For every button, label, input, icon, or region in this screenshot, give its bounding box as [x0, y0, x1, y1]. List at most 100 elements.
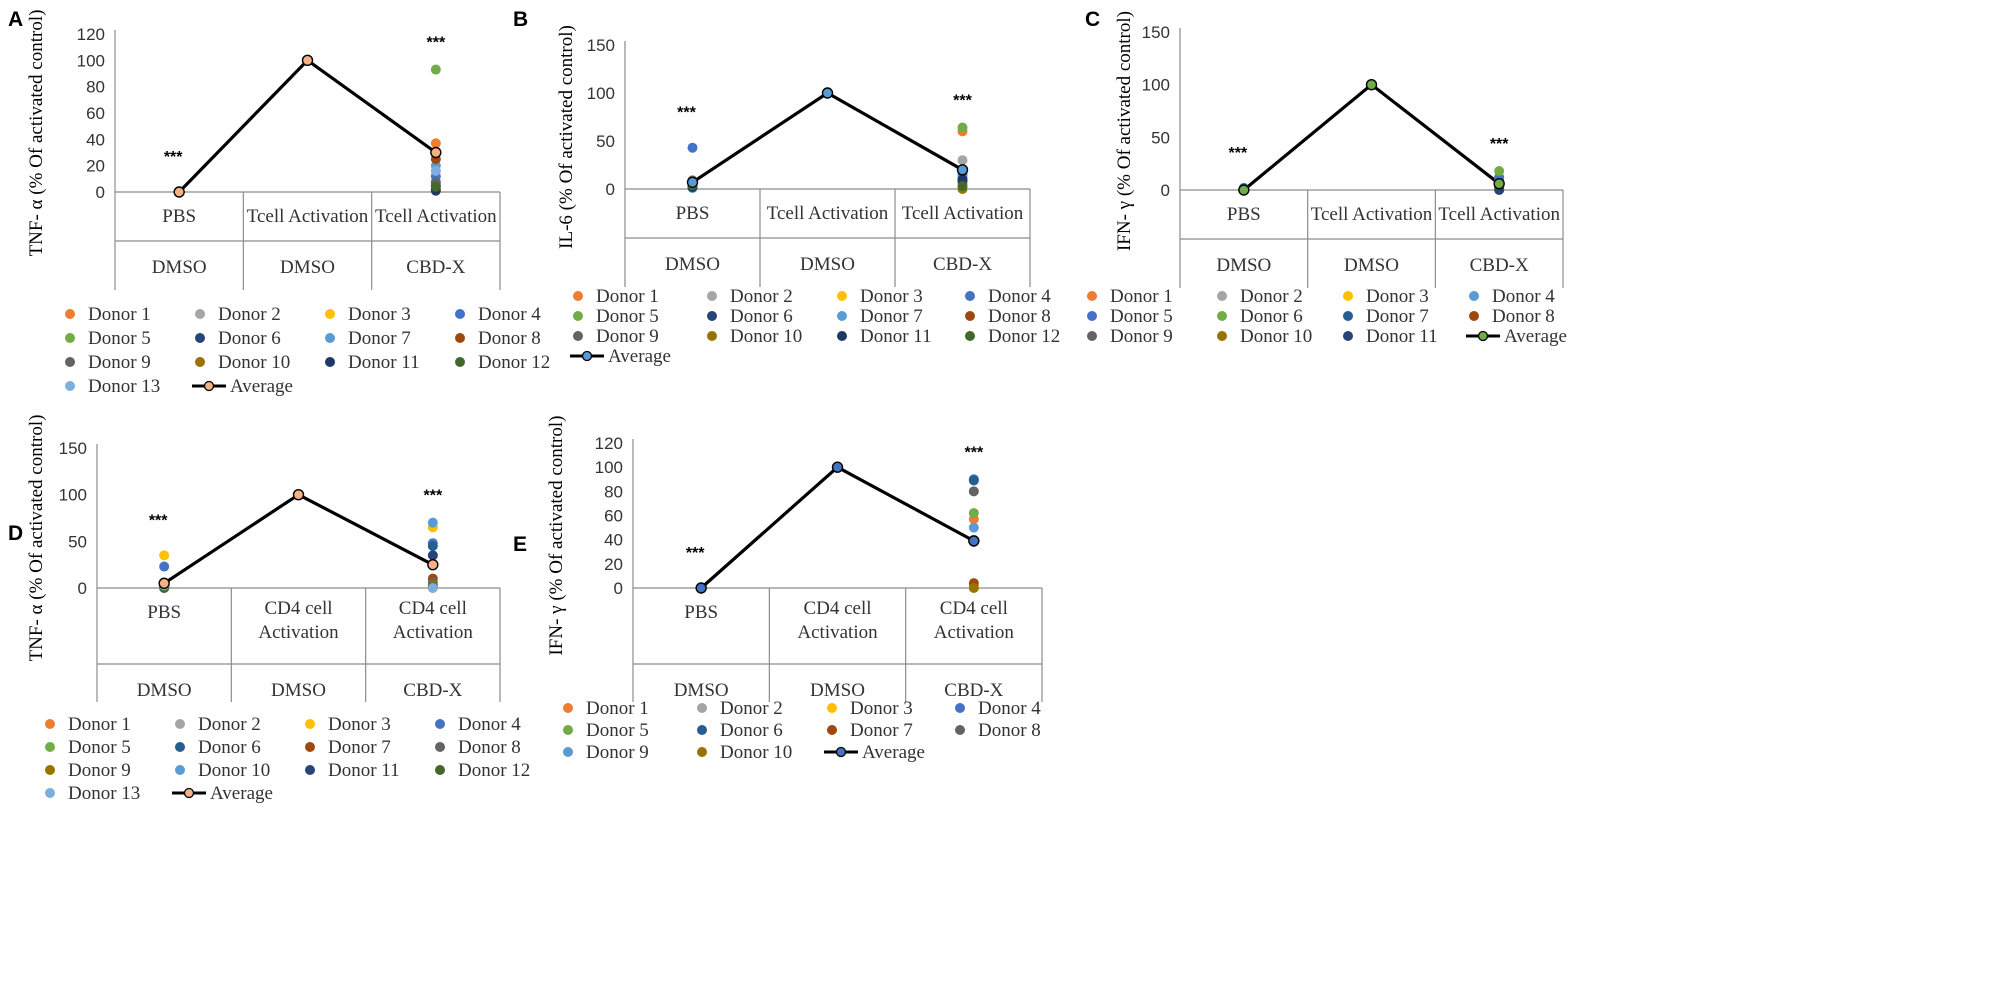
- legend-label: Donor 10: [1240, 326, 1312, 347]
- legend-marker: [1087, 291, 1097, 301]
- legend-label: Donor 8: [478, 328, 541, 349]
- legend-label: Donor 2: [1240, 286, 1303, 307]
- group-label: CBD-X: [406, 257, 465, 278]
- legend-label: Donor 12: [458, 760, 530, 781]
- group-label: CBD-X: [944, 680, 1003, 701]
- average-point: [427, 558, 439, 571]
- legend-label: Donor 5: [596, 306, 659, 327]
- legend-label: Donor 3: [850, 698, 913, 719]
- legend-label: Donor 5: [88, 328, 151, 349]
- donor-point: [957, 155, 968, 166]
- legend-label: Donor 2: [218, 304, 281, 325]
- legend-average-marker: [835, 746, 847, 758]
- donor-point: [968, 508, 979, 519]
- legend-marker: [697, 747, 707, 757]
- y-tick-label: 150: [59, 439, 87, 458]
- significance-marker: ***: [1490, 136, 1509, 153]
- category-label: CD4 cell: [399, 598, 467, 619]
- legend-marker: [1343, 331, 1353, 341]
- group-label: CBD-X: [403, 680, 462, 701]
- legend-marker: [955, 725, 965, 735]
- y-tick-label: 100: [595, 458, 623, 477]
- legend-marker: [573, 331, 583, 341]
- y-tick-label: 120: [595, 434, 623, 453]
- legend-marker: [697, 703, 707, 713]
- legend-label: Donor 5: [586, 720, 649, 741]
- legend-marker: [837, 311, 847, 321]
- y-axis-label: IFN- γ (% Of activated control): [1114, 11, 1135, 251]
- category-label: PBS: [147, 602, 181, 623]
- legend-marker: [965, 311, 975, 321]
- panel-a: A TNF- α (% Of activated control) 0 20 40 60 8…: [8, 8, 550, 397]
- group-label: DMSO: [271, 680, 326, 701]
- group-label: DMSO: [674, 680, 729, 701]
- y-tick-label: 150: [1142, 23, 1170, 42]
- legend-label: Donor 6: [730, 306, 793, 327]
- category-label: CD4 cell: [264, 598, 332, 619]
- donor-point: [427, 541, 438, 551]
- significance-marker: ***: [686, 545, 705, 562]
- average-line: [178, 58, 437, 194]
- legend-label: Donor 13: [88, 376, 160, 397]
- panel-e: E IFN- γ (% Of activated control) 0 20 40 60 8…: [513, 415, 1043, 763]
- legend-label: Donor 8: [988, 306, 1051, 327]
- legend-marker: [435, 742, 445, 752]
- average-point: [301, 54, 314, 67]
- panel-b: B IL-6 (% Of activated control) 0 50 100 150 P…: [513, 8, 1060, 367]
- category-label: PBS: [1227, 204, 1261, 225]
- legend-label: Donor 9: [88, 352, 151, 373]
- y-tick-label: 20: [604, 555, 623, 574]
- y-tick-label: 0: [606, 180, 615, 199]
- legend-marker: [697, 725, 707, 735]
- legend-label: Donor 10: [720, 742, 792, 763]
- category-label: Tcell Activation: [247, 206, 369, 227]
- y-tick-label: 80: [86, 78, 105, 97]
- legend-marker: [435, 719, 445, 729]
- legend-label: Donor 10: [218, 352, 290, 373]
- legend-marker: [45, 719, 55, 729]
- donor-point: [968, 486, 979, 497]
- legend-label: Donor 4: [458, 714, 521, 735]
- y-axis-label: IFN- γ (% Of activated control): [546, 415, 567, 655]
- legend-label: Donor 2: [730, 286, 793, 307]
- legend-marker: [1343, 291, 1353, 301]
- legend-label: Donor 6: [218, 328, 281, 349]
- y-tick-label: 100: [59, 486, 87, 505]
- panel-c: C IFN- γ (% Of activated control) 0 50 100 15…: [1085, 8, 1567, 347]
- y-tick-label: 0: [96, 183, 105, 202]
- legend-label: Donor 4: [478, 304, 541, 325]
- legend-label: Donor 13: [68, 783, 140, 804]
- donor-point: [957, 181, 968, 192]
- legend-label: Donor 1: [596, 286, 659, 307]
- legend-marker: [65, 309, 75, 319]
- average-line: [1242, 82, 1501, 192]
- average-point: [292, 488, 305, 501]
- category-label: PBS: [162, 206, 196, 227]
- donor-point: [159, 561, 170, 572]
- average-line: [700, 465, 975, 590]
- average-point: [686, 176, 699, 188]
- legend-label: Donor 10: [730, 326, 802, 347]
- legend-label: Donor 8: [978, 720, 1041, 741]
- legend-marker: [45, 765, 55, 775]
- category-label: PBS: [684, 602, 718, 623]
- legend-label: Donor 10: [198, 760, 270, 781]
- legend-marker: [563, 703, 573, 713]
- category-label: Tcell Activation: [767, 203, 889, 224]
- legend-label: Donor 1: [88, 304, 151, 325]
- legend-marker: [1087, 311, 1097, 321]
- legend-marker: [435, 765, 445, 775]
- significance-marker: ***: [1228, 145, 1247, 162]
- legend-label: Donor 4: [978, 698, 1041, 719]
- legend-marker: [1343, 311, 1353, 321]
- legend-marker: [707, 331, 717, 341]
- legend-marker: [325, 333, 335, 343]
- group-label: CBD-X: [933, 254, 992, 275]
- legend-label: Donor 12: [988, 326, 1060, 347]
- legend-label: Donor 9: [586, 742, 649, 763]
- legend-marker: [455, 333, 465, 343]
- average-point: [1493, 177, 1505, 190]
- donor-point: [430, 181, 441, 192]
- average-point: [430, 146, 442, 159]
